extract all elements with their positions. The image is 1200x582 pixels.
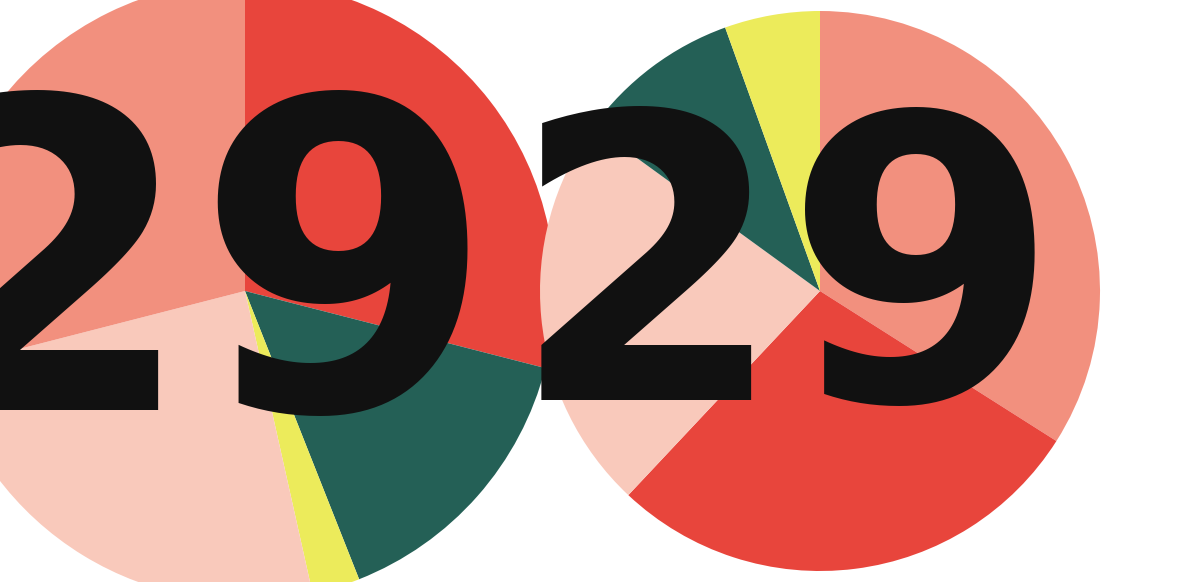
Text: 29: 29 bbox=[510, 100, 1061, 482]
Wedge shape bbox=[245, 0, 554, 368]
Wedge shape bbox=[594, 27, 820, 291]
Wedge shape bbox=[245, 291, 359, 582]
Wedge shape bbox=[540, 126, 820, 495]
Wedge shape bbox=[629, 291, 1056, 571]
Wedge shape bbox=[245, 291, 545, 579]
Wedge shape bbox=[820, 11, 1100, 441]
Text: 29: 29 bbox=[0, 82, 494, 500]
Wedge shape bbox=[0, 0, 245, 368]
Wedge shape bbox=[0, 291, 313, 582]
Wedge shape bbox=[725, 11, 820, 291]
